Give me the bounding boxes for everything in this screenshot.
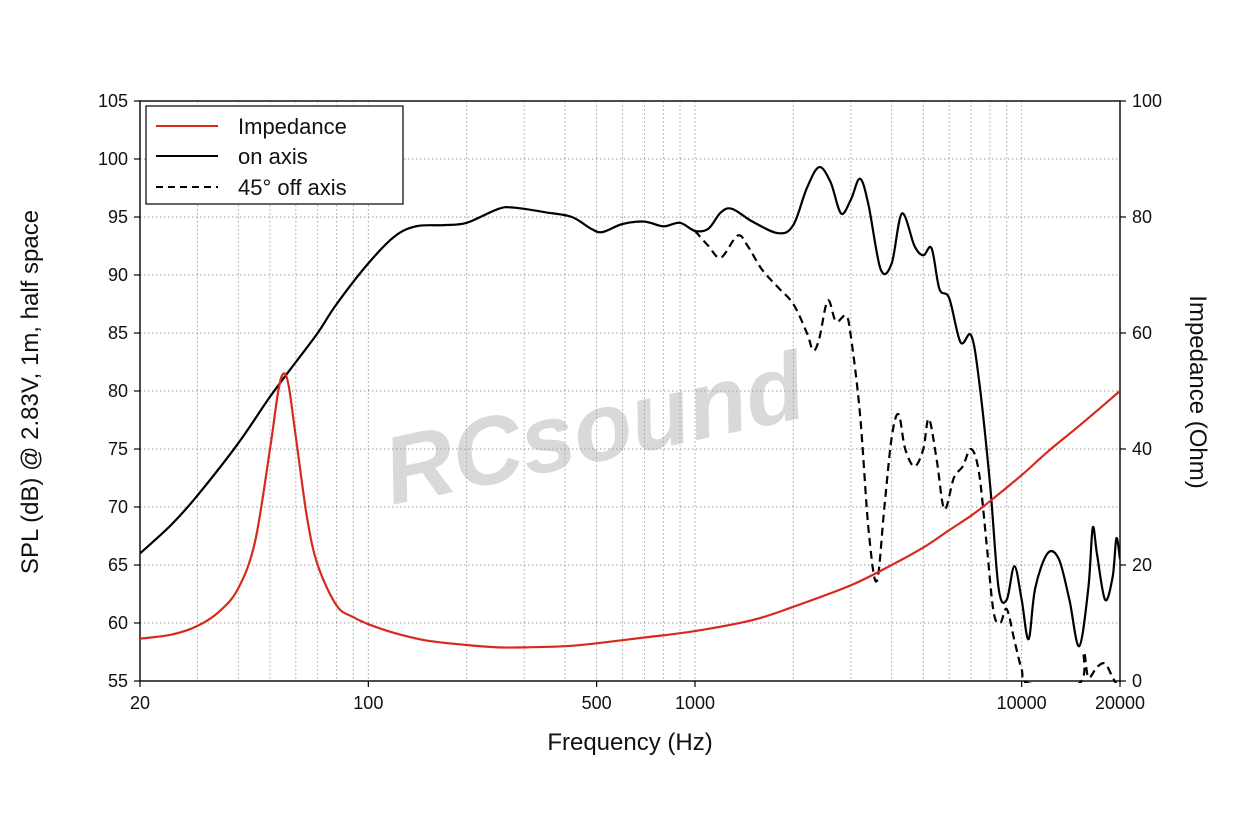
legend-label-off-axis: 45° off axis: [238, 175, 347, 200]
y-left-tick-label: 100: [98, 149, 128, 169]
x-tick-label: 1000: [675, 693, 715, 713]
y-right-tick-label: 60: [1132, 323, 1152, 343]
x-tick-label: 100: [353, 693, 383, 713]
y-axis-label-right: Impedance (Ohm): [1184, 295, 1211, 488]
y-left-tick-label: 55: [108, 671, 128, 691]
y-right-tick-label: 0: [1132, 671, 1142, 691]
legend-label-on-axis: on axis: [238, 144, 308, 169]
y-right-tick-label: 40: [1132, 439, 1152, 459]
x-tick-label: 500: [582, 693, 612, 713]
x-tick-label: 20000: [1095, 693, 1145, 713]
on-axis-curve: [140, 165, 1120, 648]
y-left-tick-label: 75: [108, 439, 128, 459]
y-right-tick-label: 20: [1132, 555, 1152, 575]
y-left-tick-label: 70: [108, 497, 128, 517]
y-left-tick-label: 60: [108, 613, 128, 633]
watermark-logo: RCsound: [374, 332, 816, 526]
x-tick-label: 20: [130, 693, 150, 713]
y-left-tick-label: 80: [108, 381, 128, 401]
y-left-tick-label: 95: [108, 207, 128, 227]
y-left-tick-label: 105: [98, 91, 128, 111]
series-layer: [140, 165, 1120, 683]
legend-label-impedance: Impedance: [238, 114, 347, 139]
y-left-tick-label: 65: [108, 555, 128, 575]
axis-ticks: 55 60 65 70 75 80 85 90 95 100 105 0 20 40 60 80 100 20 10…: [98, 91, 1162, 713]
x-axis-label: Frequency (Hz): [547, 729, 712, 756]
y-axis-label-left: SPL (dB) @ 2.83V, 1m, half space: [17, 210, 44, 574]
x-tick-label: 10000: [997, 693, 1047, 713]
impedance-curve: [140, 372, 1120, 649]
off-axis-curve: [694, 230, 1118, 683]
y-right-tick-label: 100: [1132, 91, 1162, 111]
y-right-tick-label: 80: [1132, 207, 1152, 227]
legend: Impedance on axis 45° off axis: [145, 105, 404, 205]
y-left-tick-label: 85: [108, 323, 128, 343]
y-left-tick-label: 90: [108, 265, 128, 285]
